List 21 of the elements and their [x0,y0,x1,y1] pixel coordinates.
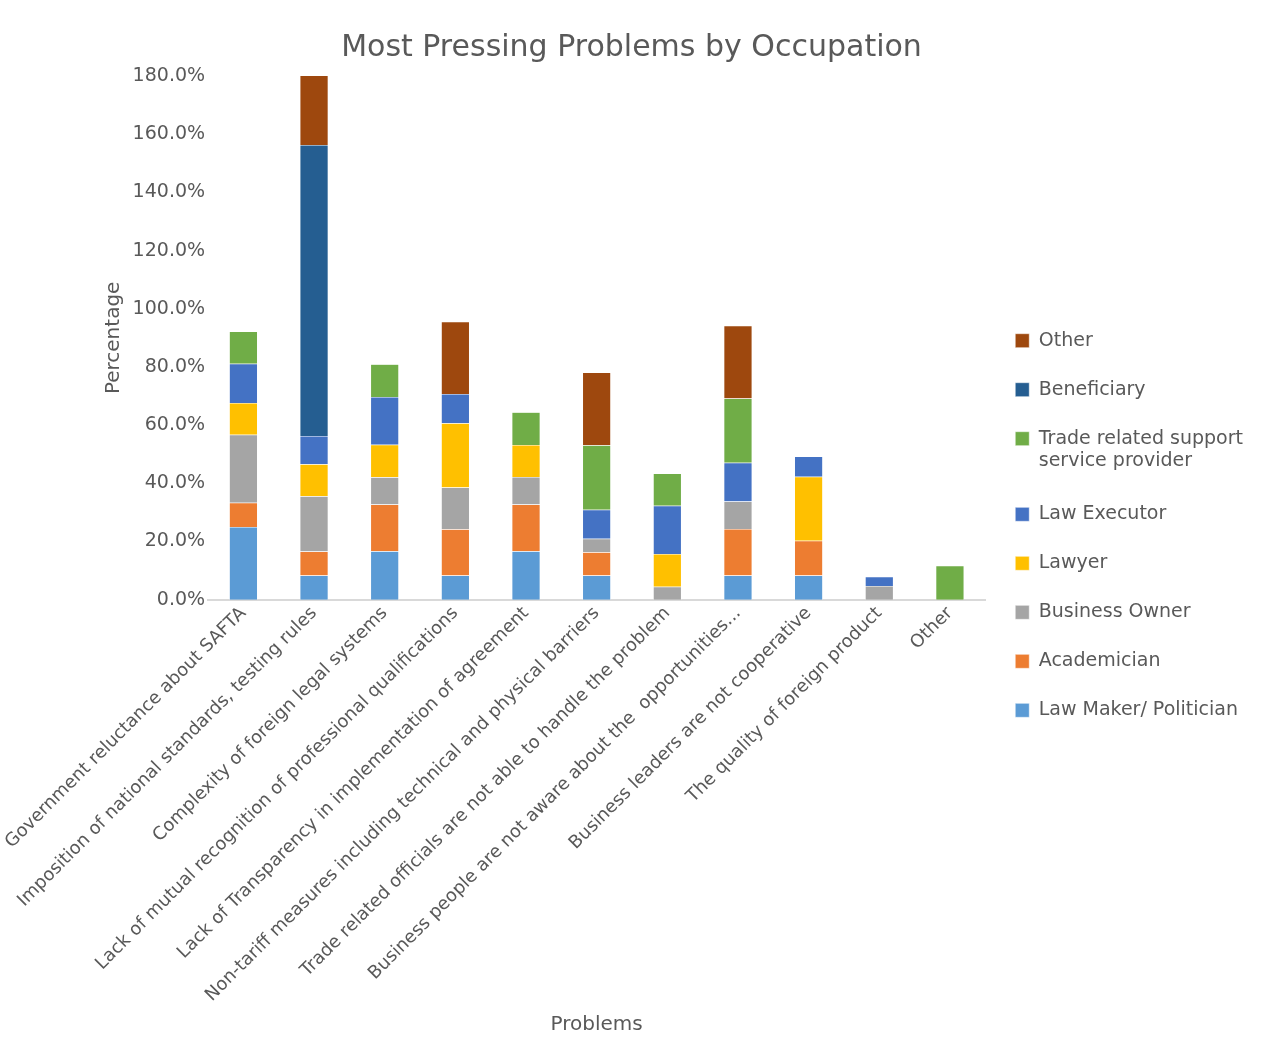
y-axis-title: Percentage [99,281,124,395]
y-tick-label: 140.0% [132,179,206,202]
y-tick-label: 40.0% [144,470,206,493]
y-tick-label: 100.0% [132,295,206,318]
y-tick-label: 80.0% [144,353,206,376]
y-tick-label: 0.0% [156,586,206,609]
y-tick-label: 180.0% [132,62,206,85]
chart-title: Most Pressing Problems by Occupation [341,27,922,63]
y-tick-label: 60.0% [144,412,206,435]
y-tick-label: 120.0% [132,237,206,260]
legend-label: Business Owner [1038,599,1191,622]
legend-label: Beneficiary [1038,376,1146,399]
legend-label: Law Maker/ Politician [1038,697,1238,720]
legend-label: Trade related support service provider [1037,425,1243,471]
legend-label: Academician [1038,648,1161,671]
legend-label: Other [1038,327,1093,350]
legend-label: Law Executor [1038,501,1167,524]
legend-label: Lawyer [1038,550,1108,573]
y-tick-label: 20.0% [144,528,206,551]
x-axis-title: Problems [550,1011,643,1036]
y-tick-label: 160.0% [132,121,206,144]
